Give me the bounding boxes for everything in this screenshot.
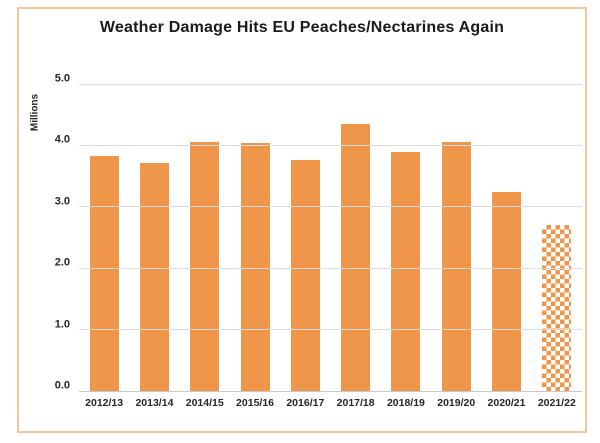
x-tick-label: 2014/15 bbox=[185, 397, 224, 409]
x-tick-label: 2016/17 bbox=[286, 397, 325, 409]
chart-frame: Weather Damage Hits EU Peaches/Nectarine… bbox=[17, 7, 587, 433]
x-tick-label: 2019/20 bbox=[437, 397, 476, 409]
bar-slot bbox=[230, 84, 280, 391]
gridline bbox=[79, 83, 582, 85]
x-tick-label: 2013/14 bbox=[135, 397, 174, 409]
bar-2020/21 bbox=[492, 192, 522, 391]
y-tick-label: 0.0 bbox=[54, 379, 70, 392]
bars-container bbox=[79, 84, 582, 391]
bar-slot bbox=[481, 84, 531, 391]
gridline bbox=[79, 267, 582, 269]
x-axis-labels: 2012/13 2013/14 2014/15 2015/16 2016/17 2017/… bbox=[79, 397, 582, 409]
chart-title: Weather Damage Hits EU Peaches/Nectarine… bbox=[99, 19, 505, 36]
y-tick-label: 3.0 bbox=[54, 195, 70, 208]
x-axis-baseline bbox=[79, 390, 582, 392]
bar-2019/20 bbox=[441, 141, 471, 391]
bar-2021/22 bbox=[542, 224, 572, 391]
gridline bbox=[79, 144, 582, 146]
bar-slot bbox=[532, 84, 582, 391]
bar-2018/19 bbox=[391, 152, 421, 391]
y-axis-title: Millions bbox=[29, 93, 41, 132]
gridline bbox=[79, 329, 582, 331]
bar-slot bbox=[381, 84, 431, 391]
bar-2014/15 bbox=[190, 142, 220, 391]
y-tick-label: 1.0 bbox=[54, 318, 70, 331]
y-tick-label: 4.0 bbox=[54, 133, 70, 146]
bar-2016/17 bbox=[290, 159, 320, 391]
bar-2013/14 bbox=[139, 162, 169, 391]
bar-slot bbox=[79, 84, 129, 391]
x-tick-label: 2015/16 bbox=[236, 397, 275, 409]
bar-slot bbox=[180, 84, 230, 391]
gridline bbox=[79, 206, 582, 208]
bar-slot bbox=[280, 84, 330, 391]
bar-slot bbox=[129, 84, 179, 391]
bar-2015/16 bbox=[240, 142, 270, 391]
bar-slot bbox=[431, 84, 481, 391]
bar-2012/13 bbox=[89, 155, 119, 391]
x-tick-label: 2020/21 bbox=[487, 397, 526, 409]
x-tick-label: 2012/13 bbox=[85, 397, 124, 409]
bar-slot bbox=[330, 84, 380, 391]
x-tick-label: 2017/18 bbox=[336, 397, 375, 409]
x-tick-label: 2018/19 bbox=[386, 397, 425, 409]
bar-2017/18 bbox=[341, 123, 371, 391]
y-tick-label: 2.0 bbox=[54, 256, 70, 269]
y-tick-label: 5.0 bbox=[54, 72, 70, 85]
x-tick-label: 2021/22 bbox=[537, 397, 576, 409]
plot-area: 0.0 1.0 2.0 3.0 4.0 5.0 bbox=[55, 73, 582, 392]
